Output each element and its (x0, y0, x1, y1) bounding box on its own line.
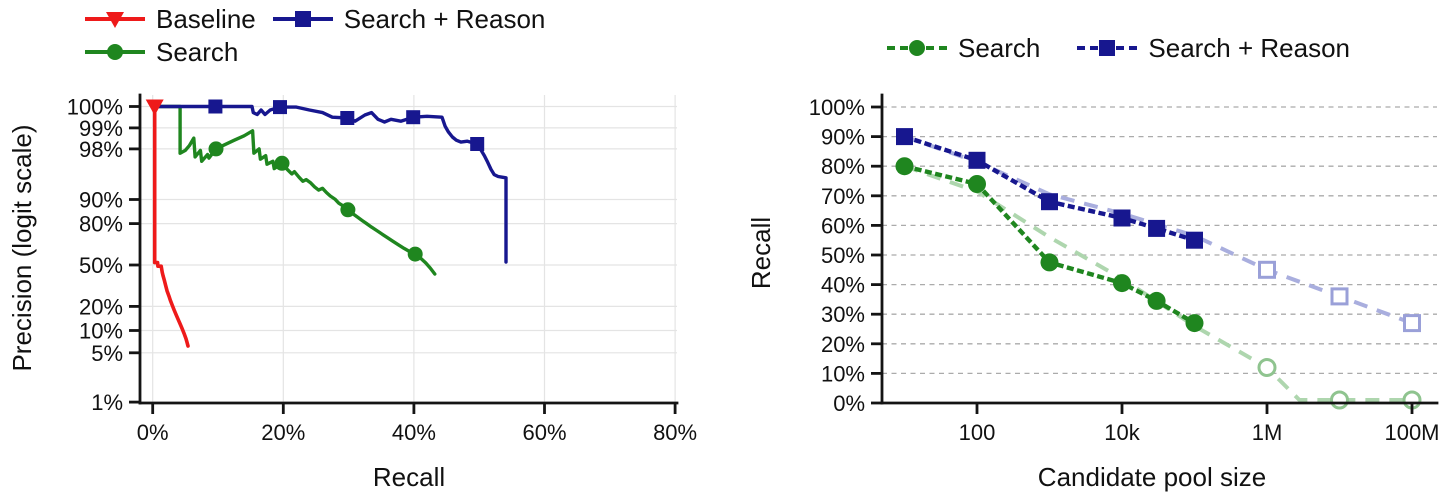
square-legend-swatch-icon (272, 11, 333, 27)
svg-text:50%: 50% (79, 253, 123, 278)
svg-text:1%: 1% (91, 390, 123, 415)
svg-text:80%: 80% (653, 420, 697, 445)
svg-text:10%: 10% (821, 361, 865, 386)
svg-text:100%: 100% (67, 95, 123, 120)
svg-text:100%: 100% (809, 95, 865, 120)
square-legend-swatch-icon (1077, 40, 1138, 56)
legend-item-baseline: Baseline (84, 4, 256, 34)
svg-text:20%: 20% (79, 294, 123, 319)
svg-text:40%: 40% (392, 420, 436, 445)
svg-text:10k: 10k (1104, 420, 1140, 445)
svg-text:60%: 60% (821, 213, 865, 238)
triangle-down-legend-swatch-icon (85, 12, 145, 28)
circle-legend-swatch-icon (887, 40, 947, 56)
svg-text:10%: 10% (79, 319, 123, 344)
svg-text:1M: 1M (1252, 420, 1283, 445)
legend-item-search: Search (886, 33, 1040, 63)
svg-text:100: 100 (959, 420, 996, 445)
legend-label: Search + Reason (1148, 33, 1351, 63)
svg-text:100M: 100M (1384, 420, 1439, 445)
svg-text:98%: 98% (79, 137, 123, 162)
svg-text:30%: 30% (821, 302, 865, 327)
svg-text:99%: 99% (79, 116, 123, 141)
svg-text:90%: 90% (79, 188, 123, 213)
legend-label: Search (156, 37, 239, 67)
svg-text:90%: 90% (821, 125, 865, 150)
right-x-axis-label: Candidate pool size (1037, 462, 1267, 492)
left-legend: Baseline Search + Reason Search (84, 4, 545, 67)
svg-text:80%: 80% (821, 154, 865, 179)
left-y-axis-label: Precision (logit scale) (7, 124, 37, 372)
legend-label: Search (958, 33, 1041, 63)
svg-text:0%: 0% (833, 391, 865, 416)
svg-text:5%: 5% (91, 341, 123, 366)
legend-item-search-reason: Search + Reason (1076, 33, 1350, 63)
svg-text:80%: 80% (79, 212, 123, 237)
legend-label: Baseline (156, 4, 256, 34)
legend-label: Search + Reason (343, 4, 546, 34)
svg-text:0%: 0% (137, 420, 169, 445)
svg-text:20%: 20% (821, 332, 865, 357)
legend-item-search-reason: Search + Reason (272, 4, 546, 34)
left-x-axis-label: Recall (372, 462, 446, 492)
svg-text:40%: 40% (821, 273, 865, 298)
svg-text:50%: 50% (821, 243, 865, 268)
legend-item-search: Search (84, 37, 238, 67)
recall-vs-pool-plot: 0% 10% 20% 30% 40% 50% 60% 70% 80% 90% 100% 100 10k 1… (809, 93, 1440, 445)
right-legend: Search Search + Reason (886, 33, 1350, 63)
svg-text:20%: 20% (261, 420, 305, 445)
right-y-axis-label: Recall (746, 216, 776, 290)
svg-text:70%: 70% (821, 184, 865, 209)
svg-text:60%: 60% (522, 420, 566, 445)
circle-legend-swatch-icon (85, 44, 145, 60)
precision-recall-plot: 100%99%98%90%80%50%20%10%5%1%0% 20% 40% 60%… (67, 93, 697, 445)
